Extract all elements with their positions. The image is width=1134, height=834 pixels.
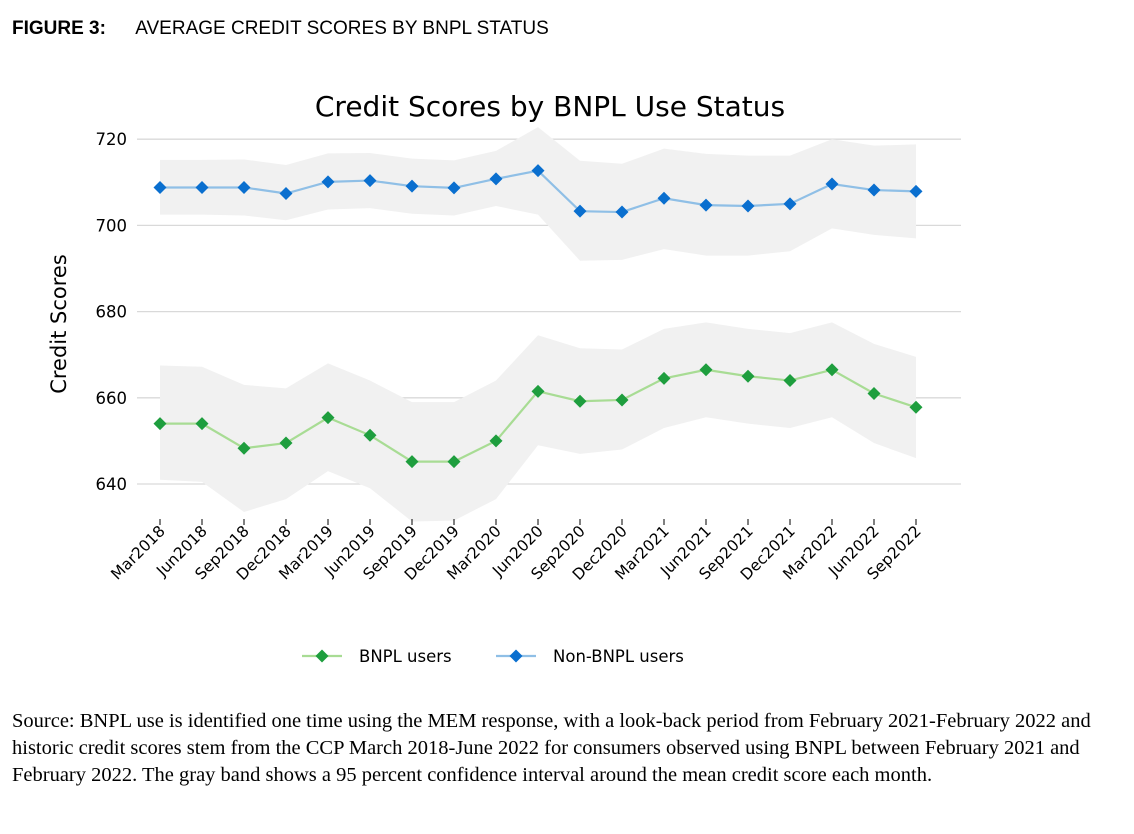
credit-score-chart: Credit Scores by BNPL Use Status Credit …	[47, 90, 961, 666]
data-point-series-1-11	[615, 205, 629, 219]
data-point-series-1-18	[909, 184, 923, 198]
data-point-series-0-15	[783, 374, 797, 388]
figure-title: AVERAGE CREDIT SCORES BY BNPL STATUS	[135, 18, 549, 39]
data-point-series-1-3	[279, 187, 293, 201]
data-point-series-1-16	[825, 177, 839, 191]
data-point-series-0-7	[447, 455, 461, 469]
y-tick-label-680: 680	[96, 303, 128, 322]
y-axis-label: Credit Scores	[47, 254, 71, 394]
data-point-series-0-14	[741, 369, 755, 383]
data-point-series-1-0	[153, 180, 167, 194]
y-tick-label-660: 660	[96, 389, 128, 408]
data-point-series-1-8	[489, 172, 503, 186]
data-point-series-1-14	[741, 199, 755, 213]
confidence-band-series-1	[160, 127, 916, 261]
data-point-series-0-0	[153, 417, 167, 431]
legend-marker-0	[315, 649, 329, 663]
data-point-series-0-16	[825, 363, 839, 377]
source-note: Source: BNPL use is identified one time …	[12, 710, 1091, 786]
legend-label-0: BNPL users	[359, 647, 452, 666]
data-point-series-1-12	[657, 191, 671, 205]
data-point-series-0-12	[657, 371, 671, 385]
data-point-series-0-8	[489, 434, 503, 448]
confidence-band-series-0	[160, 322, 916, 522]
data-point-series-1-9	[531, 164, 545, 178]
data-point-series-1-4	[321, 175, 335, 189]
data-point-series-1-10	[573, 204, 587, 218]
data-point-series-0-18	[909, 400, 923, 414]
data-point-series-0-11	[615, 393, 629, 407]
data-point-series-0-6	[405, 455, 419, 469]
figure-label: FIGURE 3:	[12, 18, 106, 39]
data-point-series-1-15	[783, 197, 797, 211]
data-point-series-1-7	[447, 181, 461, 195]
data-point-series-1-1	[195, 180, 209, 194]
y-tick-label-640: 640	[96, 475, 128, 494]
data-point-series-0-10	[573, 394, 587, 408]
data-point-series-0-5	[363, 428, 377, 442]
figure-header: FIGURE 3: AVERAGE CREDIT SCORES BY BNPL …	[12, 18, 549, 40]
data-point-series-0-1	[195, 417, 209, 431]
data-point-series-0-3	[279, 436, 293, 450]
data-point-series-1-13	[699, 198, 713, 212]
data-point-series-1-6	[405, 179, 419, 193]
legend-marker-1	[509, 649, 523, 663]
data-point-series-0-4	[321, 411, 335, 425]
data-point-series-1-5	[363, 174, 377, 188]
data-point-series-0-2	[237, 441, 251, 455]
legend-label-1: Non-BNPL users	[553, 647, 684, 666]
plot-area: 640660680700720Mar2018Jun2018Sep2018Dec2…	[96, 127, 961, 666]
data-point-series-0-17	[867, 386, 881, 400]
y-tick-label-720: 720	[96, 130, 128, 149]
y-tick-label-700: 700	[96, 216, 128, 235]
data-point-series-0-9	[531, 384, 545, 398]
chart-title: Credit Scores by BNPL Use Status	[315, 90, 785, 123]
data-point-series-0-13	[699, 363, 713, 377]
data-point-series-1-17	[867, 183, 881, 197]
data-point-series-1-2	[237, 180, 251, 194]
